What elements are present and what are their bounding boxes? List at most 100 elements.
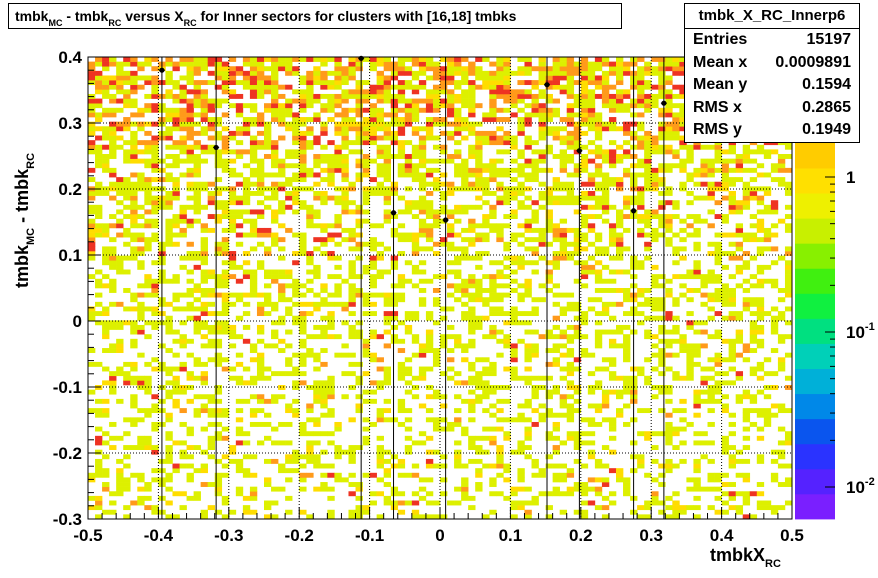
heatmap-cell [580,482,589,487]
heatmap-cell [503,214,511,219]
heatmap-cell [327,232,335,238]
heatmap-cell [151,426,159,432]
heatmap-cell [658,472,666,478]
heatmap-cell [362,352,370,358]
heatmap-cell [249,412,258,418]
heatmap-cell [665,186,673,192]
heatmap-cell [454,246,462,252]
heatmap-cell [454,408,462,414]
heatmap-cell [418,195,427,201]
heatmap-cell [299,431,307,437]
heatmap-cell [665,514,673,520]
heatmap-cell [496,227,504,233]
heatmap-cell [348,246,356,252]
heatmap-cell [285,149,293,155]
heatmap-cell [418,80,427,86]
heatmap-cell [242,177,251,183]
heatmap-cell [256,89,265,95]
heatmap-cell [777,158,786,164]
heatmap-cell [151,311,159,317]
heatmap-cell [489,75,497,81]
heatmap-cell [214,509,223,515]
heatmap-cell [601,389,610,395]
heatmap-cell [531,329,539,335]
heatmap-cell [102,246,110,252]
heatmap-cell [137,107,145,113]
heatmap-cell [573,482,582,487]
heatmap-cell [693,477,701,483]
heatmap-cell [256,232,265,238]
heatmap-cell [531,218,539,224]
heatmap-cell [432,500,441,506]
heatmap-cell [742,477,751,483]
heatmap-cell [256,329,265,335]
heatmap-cell [249,227,258,233]
heatmap-cell [742,190,751,196]
heatmap-cell [566,352,575,358]
heatmap-cell [271,190,279,196]
heatmap-cell [320,190,328,196]
heatmap-cell [137,246,145,252]
heatmap-cell [264,458,272,464]
heatmap-cell [109,135,117,141]
heatmap-cell [728,421,736,427]
heatmap-cell [95,209,103,215]
heatmap-cell [369,117,377,122]
heatmap-cell [489,283,497,289]
heatmap-cell [249,232,258,238]
heatmap-cell [355,394,363,400]
heatmap-cell [221,472,230,478]
heatmap-cell [151,357,159,363]
heatmap-cell [235,70,244,76]
heatmap-cell [566,190,575,196]
heatmap-cell [383,144,392,150]
heatmap-cell [651,306,659,312]
heatmap-cell [355,140,363,146]
heatmap-cell [658,371,666,377]
heatmap-cell [552,426,560,432]
heatmap-cell [404,98,413,104]
heatmap-cell [228,223,237,229]
profile-point [544,82,550,88]
heatmap-cell [503,80,511,86]
heatmap-cell [264,80,272,86]
heatmap-cell [264,89,272,95]
heatmap-cell [172,158,180,164]
heatmap-cell [784,246,793,252]
heatmap-cell [327,274,335,280]
heatmap-cell [580,269,589,275]
heatmap-cell [454,107,462,113]
heatmap-cell [623,214,631,219]
heatmap-cell [404,84,413,90]
heatmap-cell [186,204,194,210]
heatmap-cell [383,366,392,372]
heatmap-cell [707,190,715,196]
heatmap-cell [538,167,546,173]
heatmap-cell [123,103,131,109]
heatmap-cell [735,232,744,238]
heatmap-cell [207,292,216,298]
heatmap-cell [95,468,103,474]
heatmap-cell [693,218,701,224]
heatmap-cell [777,426,786,432]
heatmap-cell [672,112,680,118]
heatmap-cell [369,140,377,146]
heatmap-cell [665,241,673,247]
heatmap-cell [137,121,145,127]
heatmap-cell [256,144,265,150]
heatmap-cell [566,394,575,400]
heatmap-cell [693,329,701,335]
heatmap-cell [299,57,307,62]
heatmap-cell [714,486,722,492]
heatmap-cell [123,61,131,67]
heatmap-cell [658,338,666,344]
heatmap-cell [341,154,349,159]
heatmap-cell [151,223,159,229]
heatmap-cell [214,57,223,62]
heatmap-cell [376,251,384,256]
heatmap-cell [249,375,258,381]
heatmap-cell [545,218,553,224]
heatmap-cell [256,121,265,127]
heatmap-cell [320,486,328,492]
heatmap-cell [242,366,251,372]
